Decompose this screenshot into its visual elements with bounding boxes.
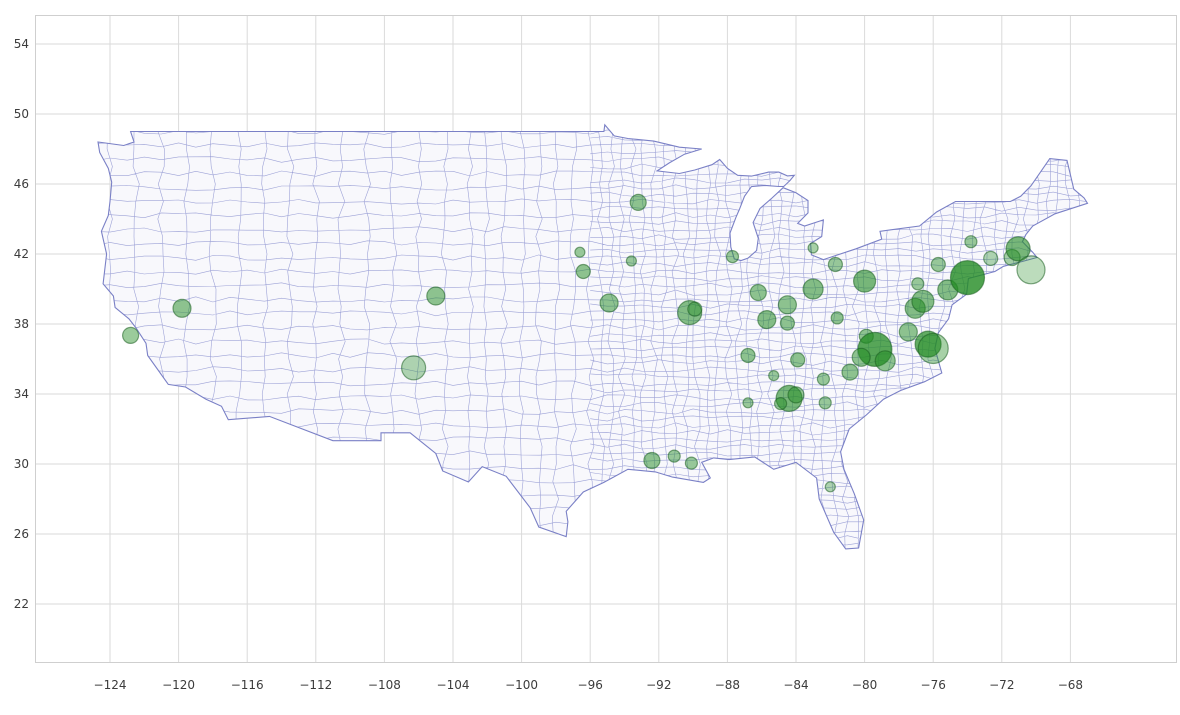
y-tick-label: 34 xyxy=(14,387,29,401)
bubble-marker xyxy=(725,250,740,264)
bubble-marker xyxy=(852,269,877,293)
y-tick-label: 54 xyxy=(14,37,29,51)
bubble-marker xyxy=(677,300,703,326)
bubble-marker xyxy=(964,235,978,249)
x-tick-label: −116 xyxy=(231,678,264,692)
bubble-marker xyxy=(599,293,619,313)
y-tick-label: 30 xyxy=(14,457,29,471)
bubble-marker xyxy=(575,263,591,280)
bubble-marker xyxy=(1016,255,1046,285)
x-tick-label: −92 xyxy=(646,678,671,692)
bubble-marker xyxy=(401,355,427,381)
bubble-marker xyxy=(914,330,942,358)
x-axis-tick-labels: −124 −120 −116 −112 −108 −104 −100 −96 −92 −88 −84… xyxy=(94,678,1084,692)
bubble-marker xyxy=(917,332,949,365)
bubble-marker xyxy=(787,386,805,404)
bubble-marker xyxy=(687,301,703,317)
bubble-marker xyxy=(802,278,824,300)
x-tick-label: −104 xyxy=(437,678,470,692)
bubble-marker xyxy=(742,397,754,409)
y-axis-tick-labels: 54 50 46 42 38 34 30 26 22 xyxy=(14,37,29,611)
bubble-marker xyxy=(874,350,896,372)
bubble-marker xyxy=(749,283,767,302)
bubble-marker xyxy=(824,481,836,493)
bubble-marker xyxy=(930,256,946,273)
bubble-marker xyxy=(911,289,935,313)
x-tick-label: −84 xyxy=(783,678,808,692)
bubble-marker xyxy=(841,363,859,381)
bubble-marker xyxy=(851,347,871,367)
bubble-marker xyxy=(667,449,681,463)
y-tick-label: 46 xyxy=(14,177,29,191)
bubble-marker xyxy=(898,322,918,342)
bubble-marker xyxy=(983,250,999,266)
x-tick-label: −100 xyxy=(505,678,538,692)
bubble-marker xyxy=(625,255,638,267)
us-map-outline xyxy=(97,123,1089,550)
bubble-marker xyxy=(830,311,844,325)
bubble-marker xyxy=(740,347,756,364)
bubble-marker xyxy=(757,310,777,330)
x-tick-label: −112 xyxy=(299,678,332,692)
bubble-marker xyxy=(773,397,788,411)
bubble-marker xyxy=(790,352,806,368)
bubble-marker xyxy=(768,370,780,382)
x-tick-label: −72 xyxy=(989,678,1014,692)
bubble-marker xyxy=(684,456,699,470)
bubble-marker xyxy=(911,277,925,291)
x-tick-label: −108 xyxy=(368,678,401,692)
bubble-marker xyxy=(779,315,796,331)
bubble-marker xyxy=(122,326,140,344)
bubble-markers xyxy=(122,193,1046,493)
x-tick-label: −76 xyxy=(921,678,946,692)
x-tick-label: −80 xyxy=(852,678,877,692)
y-tick-label: 42 xyxy=(14,247,29,261)
bubble-marker xyxy=(574,246,586,258)
bubble-marker xyxy=(172,298,192,318)
bubble-marker xyxy=(816,372,831,386)
y-tick-label: 50 xyxy=(14,107,29,121)
bubble-marker xyxy=(827,256,844,273)
bubble-marker xyxy=(777,295,798,315)
y-tick-label: 38 xyxy=(14,317,29,331)
bubble-marker xyxy=(807,242,819,254)
x-tick-label: −120 xyxy=(162,678,195,692)
x-tick-label: −124 xyxy=(94,678,127,692)
x-tick-label: −68 xyxy=(1058,678,1083,692)
bubble-marker xyxy=(643,451,661,470)
bubble-marker xyxy=(818,396,832,410)
x-tick-label: −96 xyxy=(578,678,603,692)
bubble-marker xyxy=(426,286,446,306)
y-tick-label: 26 xyxy=(14,527,29,541)
bubble-marker xyxy=(629,193,647,211)
us-map-fill xyxy=(98,124,1088,549)
bubble-marker xyxy=(949,260,986,296)
bubble-marker xyxy=(1005,236,1031,262)
x-tick-label: −88 xyxy=(715,678,740,692)
plot-frame xyxy=(35,15,1177,663)
y-tick-label: 22 xyxy=(14,597,29,611)
